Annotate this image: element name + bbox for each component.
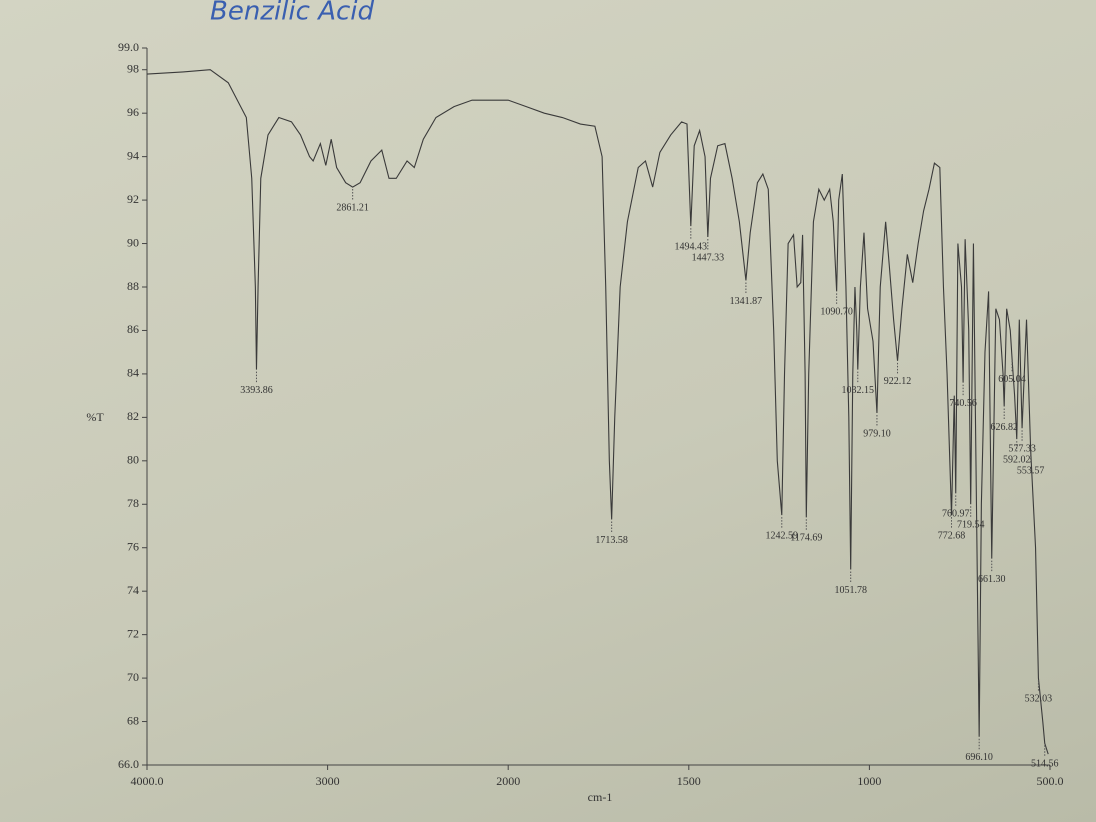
peak-label: 1090.70: [820, 307, 853, 318]
peak-label: 1051.78: [834, 585, 867, 596]
peak-label: 719.54: [957, 520, 985, 531]
peak-label: 514.56: [1031, 759, 1059, 770]
peak-label: 532.03: [1025, 693, 1053, 704]
peak-label: 760.97: [942, 509, 970, 520]
x-tick-label: 1000: [857, 774, 881, 788]
spectrum-line: [146, 69, 1049, 755]
peak-label: 1447.33: [692, 252, 725, 263]
peak-label: 661.30: [978, 574, 1006, 585]
y-tick-label: 78: [127, 496, 139, 510]
x-tick-label: 500.0: [1037, 774, 1064, 788]
peak-label: 1713.58: [595, 535, 628, 546]
peak-label: 1032.15: [842, 385, 875, 396]
peak-label: 1494.43: [675, 241, 708, 252]
y-tick-label: 90: [127, 235, 139, 249]
y-tick-label: 80: [127, 453, 139, 467]
y-tick-label: 99.0: [118, 40, 139, 54]
chart-title: Benzilic Acid: [210, 0, 374, 27]
x-tick-label: 3000: [316, 774, 340, 788]
peak-label: 772.68: [938, 530, 966, 541]
x-tick-label: 1500: [677, 774, 701, 788]
y-tick-label: 94: [127, 148, 139, 162]
y-tick-label: 66.0: [118, 757, 139, 771]
peak-label: 1174.69: [790, 533, 822, 544]
peak-label: 1341.87: [730, 296, 763, 307]
x-tick-label: 2000: [496, 774, 520, 788]
y-tick-label: 98: [127, 61, 139, 75]
y-tick-label: 84: [127, 366, 139, 380]
peak-label: 979.10: [863, 428, 891, 439]
peak-label: 1242.59: [766, 530, 799, 541]
peak-label: 577.33: [1008, 444, 1036, 455]
peak-label: 740.56: [949, 398, 977, 409]
peak-label: 696.10: [965, 752, 993, 763]
y-tick-label: 88: [127, 279, 139, 293]
y-tick-label: 86: [127, 322, 139, 336]
y-tick-label: 72: [127, 626, 139, 640]
x-axis-label: cm-1: [588, 790, 613, 804]
peak-label: 592.02: [1003, 454, 1031, 465]
y-tick-label: 96: [127, 105, 139, 119]
y-tick-label: 92: [127, 192, 139, 206]
x-tick-label: 4000.0: [131, 774, 164, 788]
y-tick-label: 76: [127, 539, 139, 553]
y-tick-label: 68: [127, 713, 139, 727]
y-tick-label: 74: [127, 583, 139, 597]
y-tick-label: 70: [127, 670, 139, 684]
peak-label: 2861.21: [336, 202, 369, 213]
y-tick-label: 82: [127, 409, 139, 423]
peak-label: 605.04: [998, 374, 1026, 385]
peak-label: 3393.86: [240, 385, 273, 396]
y-axis-label: %T: [86, 410, 104, 424]
peak-label: 922.12: [884, 376, 912, 387]
peak-label: 626.82: [990, 422, 1018, 433]
peak-label: 553.57: [1017, 465, 1045, 476]
